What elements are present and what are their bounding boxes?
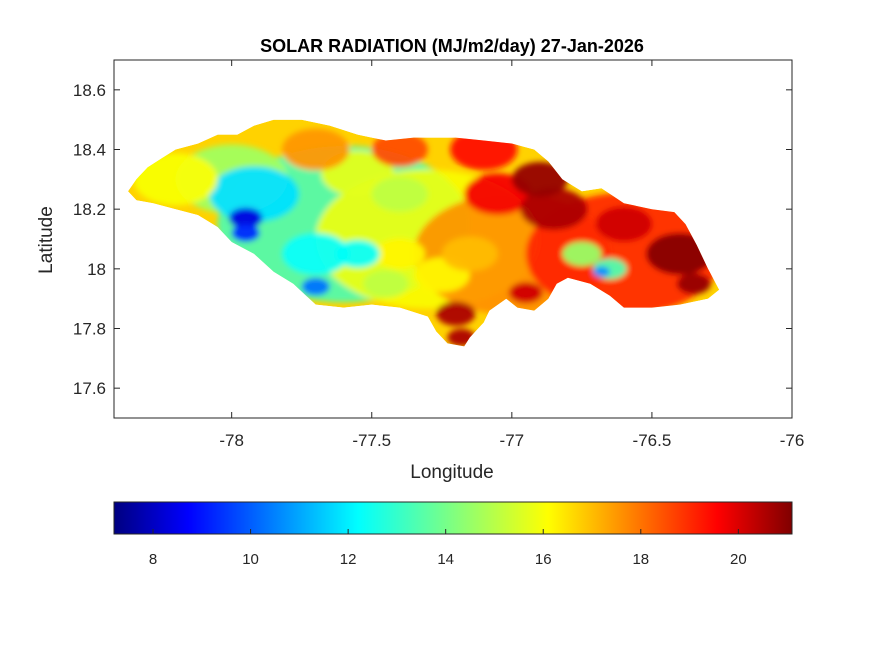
radiation-cell-29 [231,224,260,242]
colorbar-tick-label: 18 [632,551,649,568]
colorbar-ticks: 8 10 12 14 16 18 20 [149,529,747,568]
map-title: SOLAR RADIATION (MJ/m2/day) 27-Jan-2026 [260,36,644,56]
radiation-cell-5 [209,166,299,222]
colorbar-tick-label: 10 [242,551,259,568]
radiation-cell-25 [228,207,263,229]
radiation-cell-20 [374,238,425,270]
y-tick-label: 18.6 [73,81,106,100]
radiation-cell-9 [282,128,350,171]
radiation-cell-19 [441,236,498,272]
y-tick-label: 18.4 [73,141,106,160]
colorbar-tick-label: 20 [730,551,747,568]
radiation-cell-22 [363,269,409,298]
radiation-cell-26 [677,273,711,295]
y-tick-label: 18.2 [73,200,106,219]
radiation-cell-21 [335,240,381,268]
radiation-cell-16 [511,161,568,197]
radiation-cell-15 [371,132,428,167]
y-tick-label: 17.6 [73,379,106,398]
x-tick-label: -77 [500,431,525,450]
x-tick-label: -76.5 [633,431,672,450]
radiation-cell-6 [133,153,218,206]
radiation-cell-28 [509,282,543,304]
colorbar: 8 10 12 14 16 18 20 [113,501,793,568]
radiation-cell-14 [371,176,428,212]
colorbar-tick-label: 12 [340,551,357,568]
x-axis-label: Longitude [410,462,493,483]
x-tick-label: -78 [219,431,244,450]
colorbar-gradient [113,501,793,535]
y-axis-ticks: 17.6 17.8 18 18.2 18.4 18.6 [73,81,792,398]
radiation-cell-23 [562,241,602,267]
radiation-cell-24 [436,301,476,326]
x-axis-ticks: -78 -77.5 -77 -76.5 -76 [219,60,804,450]
map-axes: -78 -77.5 -77 -76.5 -76 17.6 17.8 18 18.2 18.4 18… [73,59,804,450]
x-tick-label: -76 [780,431,805,450]
y-tick-label: 18 [87,260,106,279]
radiation-cell-30 [301,278,330,296]
radiation-cell-17 [595,206,652,242]
y-tick-label: 17.8 [73,320,106,339]
x-tick-label: -77.5 [352,431,391,450]
colorbar-tick-label: 16 [535,551,552,568]
y-axis-label: Latitude [36,206,57,274]
radiation-cell-12 [520,188,588,230]
colorbar-tick-label: 14 [437,551,454,568]
colorbar-tick-label: 8 [149,551,157,568]
radiation-cell-8 [282,233,350,275]
radiation-cell-32 [593,266,610,277]
